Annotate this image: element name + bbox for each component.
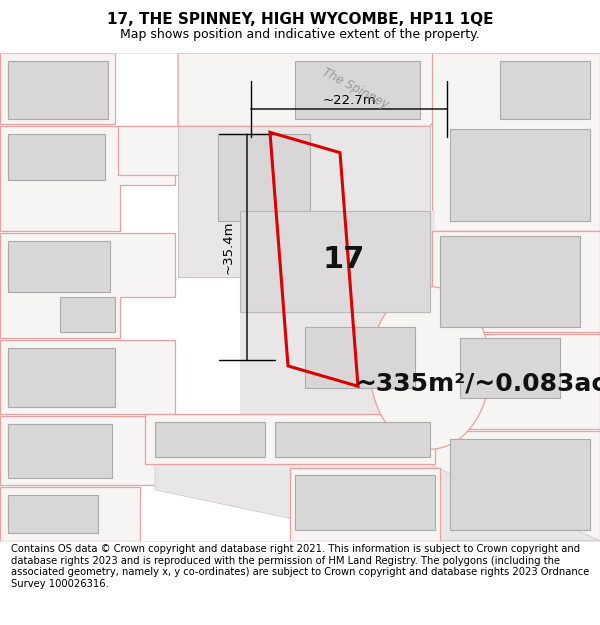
Polygon shape [240,211,435,480]
Polygon shape [8,495,98,532]
Polygon shape [0,487,140,541]
Polygon shape [450,129,590,221]
Polygon shape [8,424,112,478]
Polygon shape [432,231,600,332]
Text: Map shows position and indicative extent of the property.: Map shows position and indicative extent… [120,28,480,41]
Polygon shape [492,53,600,126]
Polygon shape [450,439,590,531]
Polygon shape [60,297,115,332]
Polygon shape [275,422,430,457]
Polygon shape [178,53,490,126]
Polygon shape [290,468,440,541]
Polygon shape [155,422,265,457]
Polygon shape [460,338,560,399]
Text: 17, THE SPINNEY, HIGH WYCOMBE, HP11 1QE: 17, THE SPINNEY, HIGH WYCOMBE, HP11 1QE [107,12,493,27]
Polygon shape [218,134,310,221]
Polygon shape [8,134,105,180]
Polygon shape [0,126,175,231]
Polygon shape [440,236,580,328]
Polygon shape [8,61,108,119]
Polygon shape [295,61,420,119]
Text: The Spinney: The Spinney [320,66,391,112]
Polygon shape [305,328,415,388]
Text: 17: 17 [323,245,365,274]
Text: ~335m²/~0.083ac.: ~335m²/~0.083ac. [355,371,600,395]
Polygon shape [370,287,490,449]
Polygon shape [145,414,435,464]
Polygon shape [0,53,115,124]
Polygon shape [8,241,110,292]
Polygon shape [0,339,175,414]
Text: ~35.4m: ~35.4m [222,221,235,274]
Polygon shape [295,474,435,531]
Polygon shape [432,53,600,231]
Polygon shape [0,416,175,485]
Polygon shape [0,233,175,338]
Polygon shape [432,431,600,541]
Polygon shape [118,126,240,175]
Text: ~22.7m: ~22.7m [322,94,376,107]
Polygon shape [155,464,600,541]
Polygon shape [432,334,600,429]
Polygon shape [8,348,115,406]
Polygon shape [500,61,590,119]
Text: Contains OS data © Crown copyright and database right 2021. This information is : Contains OS data © Crown copyright and d… [11,544,589,589]
Polygon shape [240,211,430,312]
Polygon shape [178,126,430,276]
